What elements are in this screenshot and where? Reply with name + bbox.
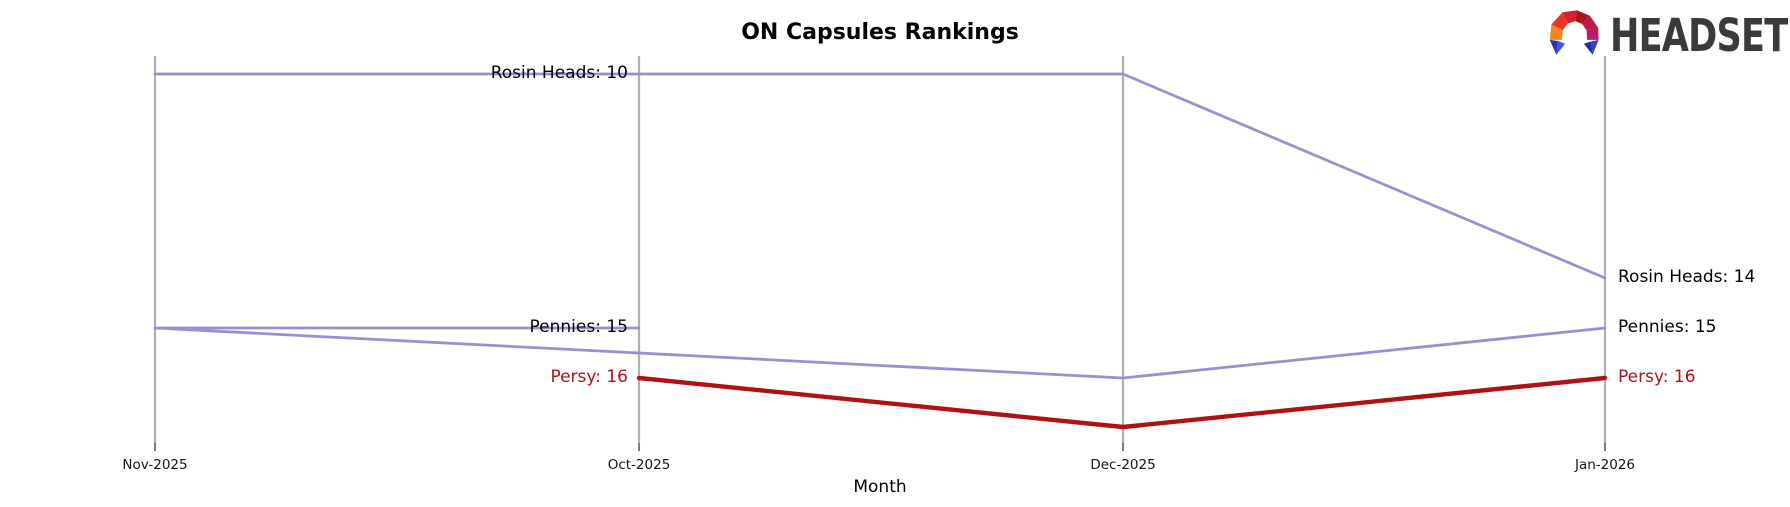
series-line-rosin-heads <box>153 72 1607 280</box>
series-start-label-pennies: Pennies: 15 <box>529 317 628 337</box>
series-end-label-pennies: Pennies: 15 <box>1618 317 1717 337</box>
series-start-label-persy: Persy: 16 <box>550 367 628 387</box>
tick-label-nov-2025: Nov-2025 <box>122 457 188 473</box>
headset-logo: HEADSET <box>1547 7 1788 64</box>
series-end-label-rosin-heads: Rosin Heads: 14 <box>1618 267 1756 287</box>
headset-logo-icon <box>1549 10 1599 55</box>
series-line-pennies <box>153 326 1607 380</box>
tick-label-jan-2026: Jan-2026 <box>1574 457 1636 473</box>
series-line-persy <box>636 375 1608 430</box>
x-axis-title: Month <box>853 477 907 497</box>
chart-title: ON Capsules Rankings <box>741 20 1019 45</box>
headset-wordmark: HEADSET <box>1610 9 1788 62</box>
tick-label-oct-2025: Oct-2025 <box>607 457 671 473</box>
series-start-label-rosin-heads: Rosin Heads: 10 <box>490 63 628 83</box>
series-end-label-persy: Persy: 16 <box>1618 367 1696 387</box>
tick-label-dec-2025: Dec-2025 <box>1090 457 1156 473</box>
